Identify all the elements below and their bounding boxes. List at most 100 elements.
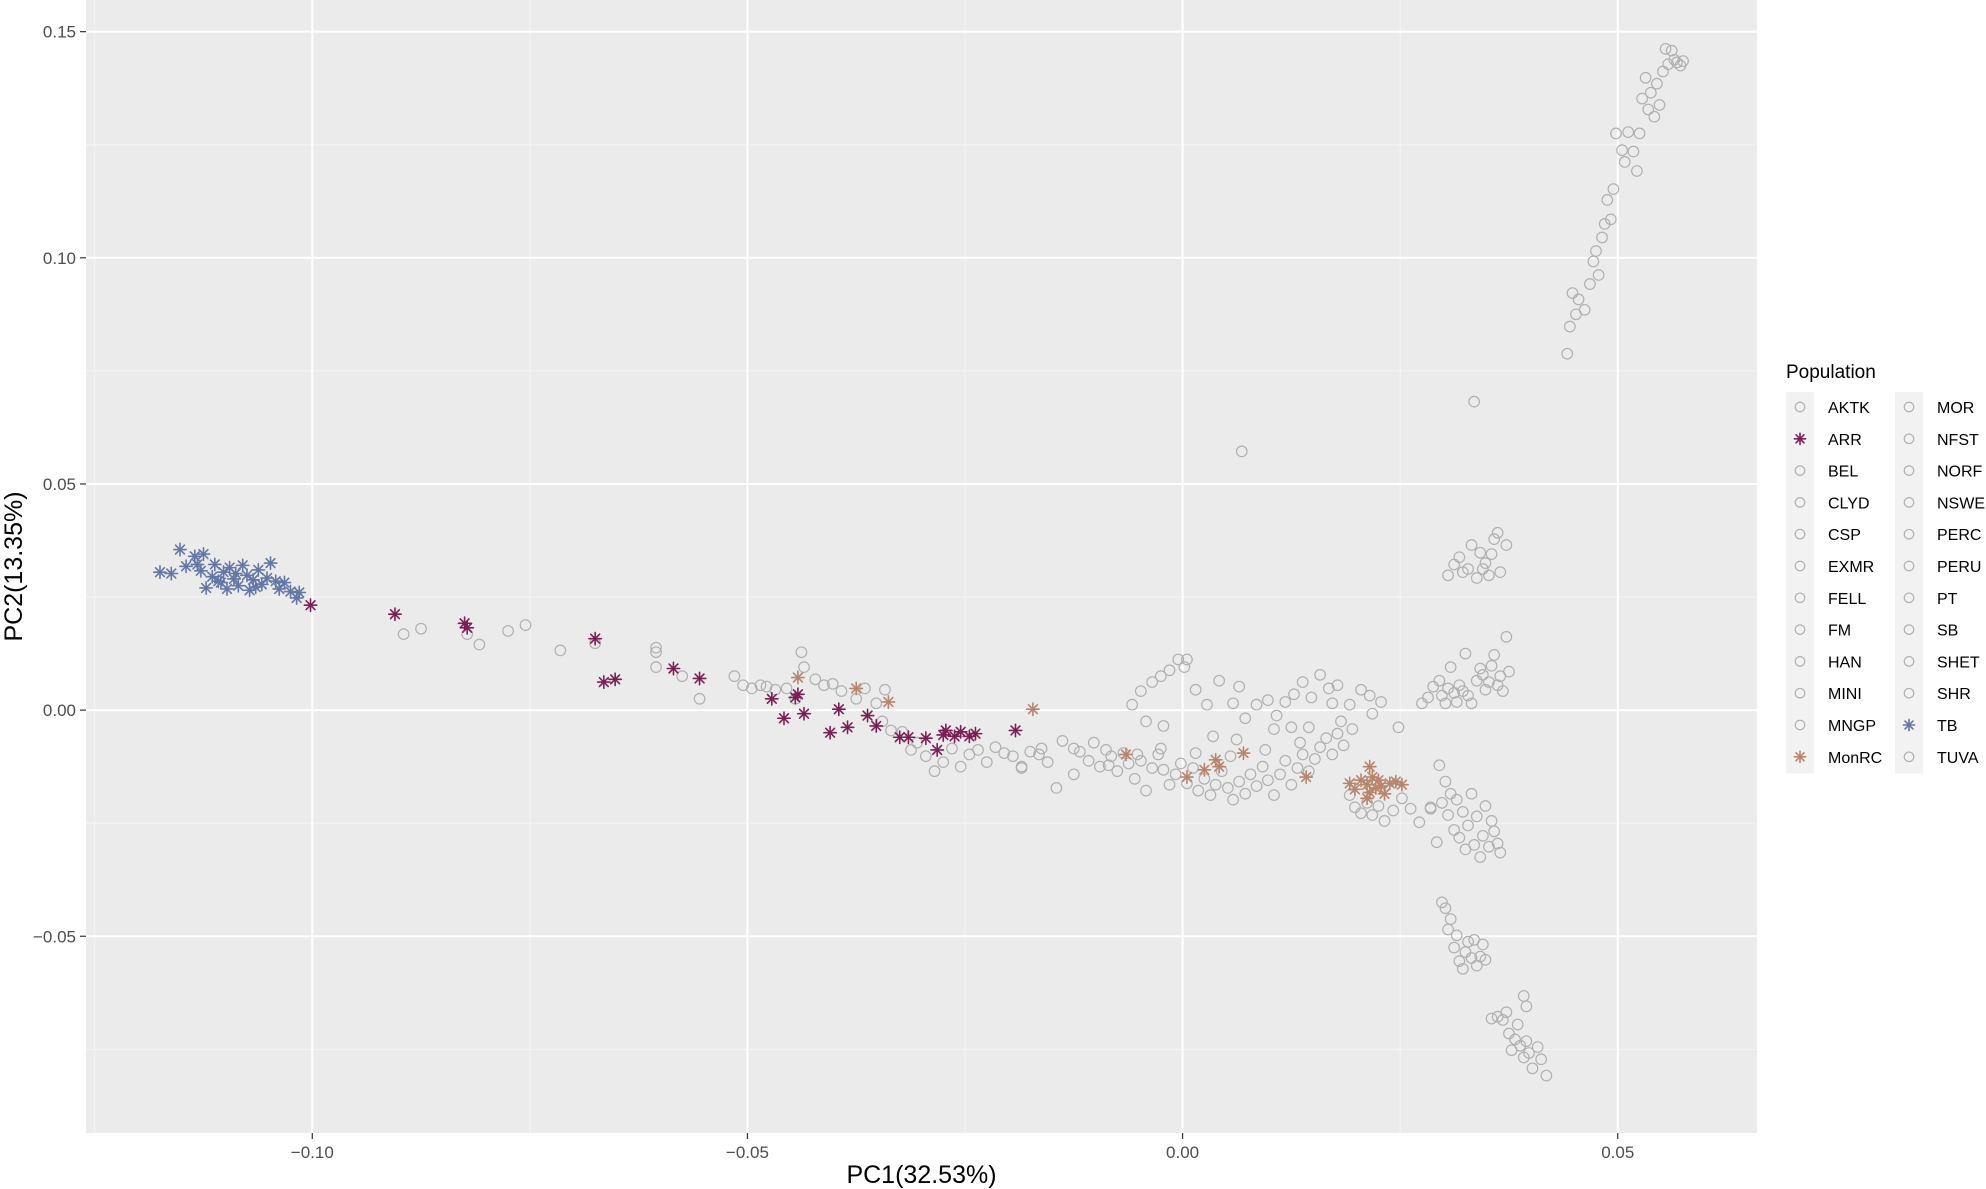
point-other-population: [1187, 762, 1199, 774]
legend-label-monrc: MonRC: [1828, 750, 1882, 767]
point-tb: [152, 565, 167, 580]
point-other-population: [1221, 782, 1234, 794]
point-other-population: [1067, 768, 1080, 781]
point-other-population: [1256, 760, 1269, 773]
point-other-population: [1479, 800, 1492, 812]
point-other-population: [1590, 245, 1602, 257]
point-other-population: [754, 679, 767, 692]
point-arr: [901, 730, 916, 745]
point-other-population: [1262, 774, 1274, 787]
point-arr: [303, 598, 318, 613]
point-other-population: [1436, 896, 1448, 909]
point-other-population: [1511, 1018, 1524, 1031]
point-other-population: [1024, 745, 1037, 758]
point-other-population: [1485, 1012, 1498, 1025]
legend-key-mini: [1794, 687, 1806, 699]
point-tb: [164, 566, 179, 581]
point-arr: [1008, 723, 1023, 738]
legend-label-fell: FELL: [1828, 591, 1866, 608]
y-tick-label: 0.10: [43, 249, 76, 268]
point-other-population: [1126, 698, 1138, 711]
point-other-population: [1422, 691, 1434, 704]
legend-label-aktk: AKTK: [1828, 400, 1870, 417]
point-other-population: [1154, 670, 1167, 683]
point-other-population: [1416, 697, 1428, 710]
point-other-population: [1337, 739, 1350, 752]
legend-key-csp: [1794, 528, 1806, 540]
point-other-population: [1349, 801, 1361, 814]
point-other-population: [1483, 840, 1495, 853]
legend-title: Population: [1786, 362, 1876, 383]
point-other-population: [1296, 748, 1309, 761]
point-monrc: [1394, 777, 1409, 792]
point-other-population: [1326, 697, 1339, 710]
point-other-population: [1598, 218, 1611, 230]
point-other-population: [1056, 734, 1069, 747]
point-other-population: [1157, 720, 1170, 732]
legend-key-arr: [1793, 432, 1807, 446]
point-other-population: [1227, 793, 1239, 806]
legend-key-background: [1786, 392, 1814, 774]
point-other-population: [1128, 772, 1141, 785]
point-other-population: [1479, 683, 1492, 696]
point-other-population: [1456, 962, 1469, 975]
point-other-population: [1459, 647, 1472, 660]
point-other-population: [1134, 754, 1147, 767]
point-arr: [797, 706, 812, 721]
point-tb: [292, 585, 307, 600]
point-other-population: [1320, 732, 1333, 745]
point-other-population: [1140, 715, 1152, 728]
point-other-population: [1105, 750, 1118, 763]
point-other-population: [1607, 183, 1620, 195]
point-other-population: [1181, 653, 1193, 666]
point-other-population: [1250, 780, 1263, 792]
point-other-population: [946, 742, 958, 755]
point-tb: [260, 571, 275, 586]
point-tb: [172, 542, 187, 557]
point-other-population: [1503, 665, 1515, 678]
point-other-population: [1279, 754, 1292, 767]
point-other-population: [919, 750, 932, 763]
point-tb: [207, 557, 222, 572]
point-other-population: [1239, 787, 1252, 800]
point-other-population: [1470, 810, 1483, 823]
point-other-population: [1584, 278, 1596, 290]
point-other-population: [1134, 685, 1147, 697]
legend-key-han: [1794, 656, 1806, 667]
point-other-population: [1363, 689, 1376, 702]
y-tick-label: 0.00: [43, 701, 76, 720]
point-monrc: [790, 670, 805, 685]
point-tb: [196, 547, 211, 562]
point-other-population: [1140, 784, 1152, 797]
point-other-population: [1444, 661, 1457, 674]
legend-key-bel: [1794, 465, 1806, 476]
point-arr: [596, 675, 611, 690]
point-other-population: [745, 682, 758, 695]
y-tick-label: 0.15: [43, 23, 76, 42]
point-other-population: [1227, 697, 1239, 710]
point-other-population: [1453, 551, 1466, 564]
point-other-population: [1067, 742, 1080, 755]
point-other-population: [1448, 941, 1461, 954]
point-other-population: [1474, 662, 1487, 675]
point-other-population: [1235, 445, 1248, 458]
point-other-population: [1523, 1047, 1535, 1059]
point-other-population: [798, 661, 810, 674]
x-tick-label: 0.05: [1601, 1143, 1634, 1162]
point-arr: [938, 723, 953, 738]
point-other-population: [502, 625, 514, 637]
legend-label-nfst: NFST: [1937, 432, 1979, 449]
x-tick-label: −0.05: [726, 1143, 769, 1162]
point-other-population: [1592, 269, 1605, 281]
point-other-population: [1355, 683, 1367, 696]
legend-label-mngp: MNGP: [1828, 718, 1876, 735]
legend-key-pt: [1903, 592, 1915, 604]
point-arr: [692, 671, 707, 686]
point-other-population: [1483, 569, 1495, 582]
x-axis-ticks: −0.10 −0.05 0.00 0.05: [291, 1133, 1634, 1162]
point-other-population: [1668, 53, 1681, 66]
legend-label-nswe: NSWE: [1937, 495, 1985, 512]
point-arr: [953, 724, 968, 739]
point-monrc: [881, 694, 896, 709]
